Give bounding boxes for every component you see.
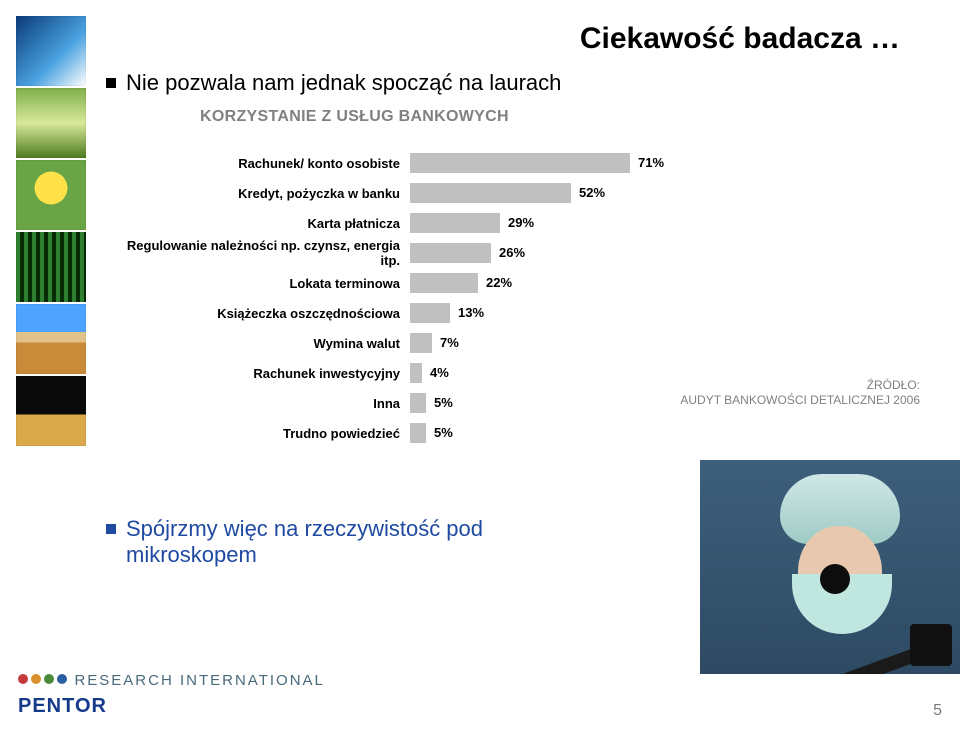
chart-row-label: Kredyt, pożyczka w banku — [110, 186, 410, 201]
chart-bar — [410, 213, 500, 233]
chart-bar — [410, 423, 426, 443]
chart-bar — [410, 183, 571, 203]
chart-row-label: Rachunek/ konto osobiste — [110, 156, 410, 171]
chart-value-label: 4% — [422, 363, 449, 383]
page-number: 5 — [933, 702, 942, 720]
chart-row-label: Książeczka oszczędnościowa — [110, 306, 410, 321]
chart-row: Kredyt, pożyczka w banku 52% — [110, 178, 730, 208]
chart-value-label: 7% — [432, 333, 459, 353]
slide-title: Ciekawość badacza … — [580, 22, 900, 56]
logo-dot-icon — [44, 674, 54, 684]
thumbnail — [16, 160, 86, 230]
slide: Ciekawość badacza … Nie pozwala nam jedn… — [0, 0, 960, 734]
chart-row-label: Rachunek inwestycyjny — [110, 366, 410, 381]
source-line1: ŹRÓDŁO: — [680, 378, 920, 393]
chart-bar — [410, 333, 432, 353]
chart-row-label: Inna — [110, 396, 410, 411]
thumbnail — [16, 88, 86, 158]
chart-subtitle: KORZYSTANIE Z USŁUG BANKOWYCH — [200, 108, 509, 126]
source-line2: AUDYT BANKOWOŚCI DETALICZNEJ 2006 — [680, 393, 920, 408]
bullet-bottom: Spójrzmy więc na rzeczywistość pod mikro… — [106, 516, 483, 568]
logo-ri-dots — [18, 672, 70, 689]
chart-value-label: 29% — [500, 213, 534, 233]
bullet-square-icon — [106, 524, 116, 534]
decorative-photo — [700, 460, 960, 674]
chart-row: Książeczka oszczędnościowa 13% — [110, 298, 730, 328]
chart-row-label: Lokata terminowa — [110, 276, 410, 291]
chart-value-label: 5% — [426, 393, 453, 413]
thumbnail — [16, 16, 86, 86]
bar-chart: Rachunek/ konto osobiste 71% Kredyt, pożyc… — [110, 148, 730, 448]
thumbnail-strip — [16, 16, 88, 448]
chart-bar — [410, 273, 478, 293]
chart-row: Wymina walut 7% — [110, 328, 730, 358]
chart-row: Inna 5% — [110, 388, 730, 418]
logo-dot-icon — [31, 674, 41, 684]
chart-bar — [410, 243, 491, 263]
chart-bar — [410, 153, 630, 173]
chart-value-label: 5% — [426, 423, 453, 443]
bullet-square-icon — [106, 78, 116, 88]
chart-value-label: 71% — [630, 153, 664, 173]
logo-pentor: PENTOR — [18, 695, 107, 718]
chart-row-label: Karta płatnicza — [110, 216, 410, 231]
chart-row-label: Regulowanie należności np. czynsz, energ… — [110, 238, 410, 268]
bullet-top: Nie pozwala nam jednak spocząć na laurac… — [106, 70, 561, 96]
logo-dot-icon — [18, 674, 28, 684]
chart-row: Karta płatnicza 29% — [110, 208, 730, 238]
chart-value-label: 22% — [478, 273, 512, 293]
thumbnail — [16, 232, 86, 302]
logo-ri-text: RESEARCH INTERNATIONAL — [74, 672, 324, 689]
chart-row: Rachunek/ konto osobiste 71% — [110, 148, 730, 178]
chart-row: Rachunek inwestycyjny 4% — [110, 358, 730, 388]
chart-value-label: 26% — [491, 243, 525, 263]
chart-row-label: Wymina walut — [110, 336, 410, 351]
chart-bar — [410, 363, 422, 383]
bullet-bottom-line2: mikroskopem — [126, 542, 257, 567]
chart-row: Lokata terminowa 22% — [110, 268, 730, 298]
bullet-top-text: Nie pozwala nam jednak spocząć na laurac… — [126, 70, 561, 95]
source-note: ŹRÓDŁO: AUDYT BANKOWOŚCI DETALICZNEJ 200… — [680, 378, 920, 408]
logo-research-international: RESEARCH INTERNATIONAL — [18, 672, 325, 690]
thumbnail — [16, 376, 86, 446]
chart-bar — [410, 393, 426, 413]
chart-value-label: 52% — [571, 183, 605, 203]
chart-row: Trudno powiedzieć 5% — [110, 418, 730, 448]
chart-row-label: Trudno powiedzieć — [110, 426, 410, 441]
thumbnail — [16, 304, 86, 374]
bullet-bottom-line1: Spójrzmy więc na rzeczywistość pod — [126, 516, 483, 541]
chart-row: Regulowanie należności np. czynsz, energ… — [110, 238, 730, 268]
logo-dot-icon — [57, 674, 67, 684]
chart-value-label: 13% — [450, 303, 484, 323]
chart-bar — [410, 303, 450, 323]
